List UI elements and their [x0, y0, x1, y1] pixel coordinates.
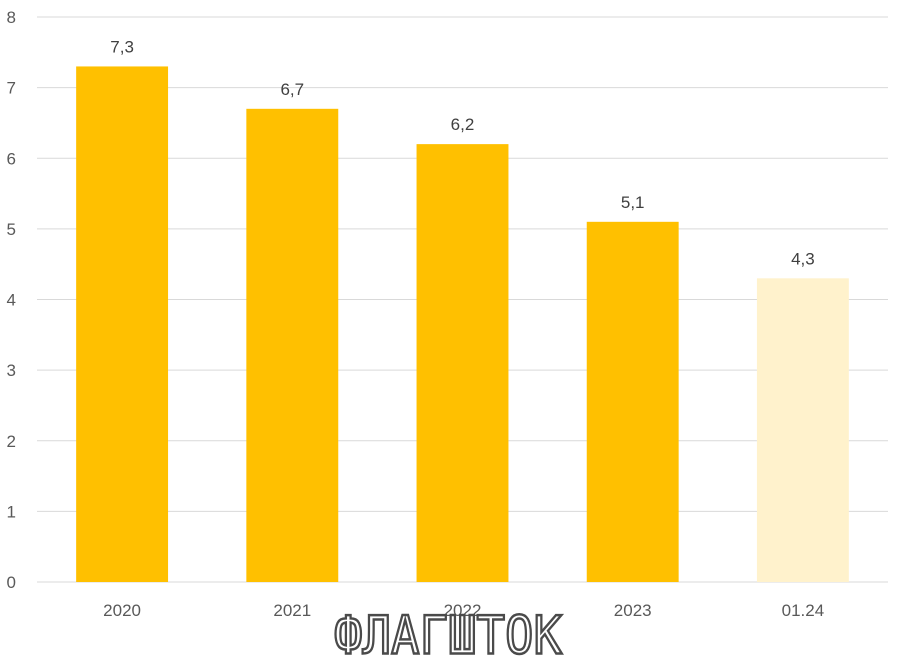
bars	[76, 66, 849, 582]
y-tick-label: 1	[7, 502, 16, 521]
bar	[246, 108, 339, 582]
y-tick-label: 5	[7, 220, 16, 239]
x-tick-label: 2020	[103, 601, 141, 620]
data-label: 6,7	[280, 80, 304, 99]
bar	[76, 66, 169, 582]
watermark-text: ФЛАГШТОК	[334, 612, 562, 662]
bar	[416, 144, 509, 582]
data-label: 7,3	[110, 37, 134, 56]
data-labels: 7,3 6,7 6,2 5,1 4,3	[110, 37, 814, 268]
x-tick-label: 2023	[614, 601, 652, 620]
data-label: 6,2	[451, 115, 475, 134]
y-tick-label: 6	[7, 149, 16, 168]
y-tick-label: 0	[7, 573, 16, 592]
y-tick-label: 7	[7, 79, 16, 98]
data-label: 4,3	[791, 249, 815, 268]
bar	[586, 221, 679, 582]
bar	[756, 278, 849, 582]
data-label: 5,1	[621, 193, 645, 212]
x-axis: 2020 2021 2022 2023 01.24	[103, 601, 824, 620]
y-tick-label: 4	[7, 291, 16, 310]
x-tick-label: 01.24	[782, 601, 825, 620]
x-tick-label: 2022	[444, 601, 482, 620]
y-axis: 0 1 2 3 4 5 6 7 8	[7, 8, 16, 592]
watermark-logo: ФЛАГШТОК	[333, 612, 564, 662]
x-tick-label: 2021	[273, 601, 311, 620]
y-tick-label: 2	[7, 432, 16, 451]
y-tick-label: 8	[7, 8, 16, 27]
y-tick-label: 3	[7, 361, 16, 380]
